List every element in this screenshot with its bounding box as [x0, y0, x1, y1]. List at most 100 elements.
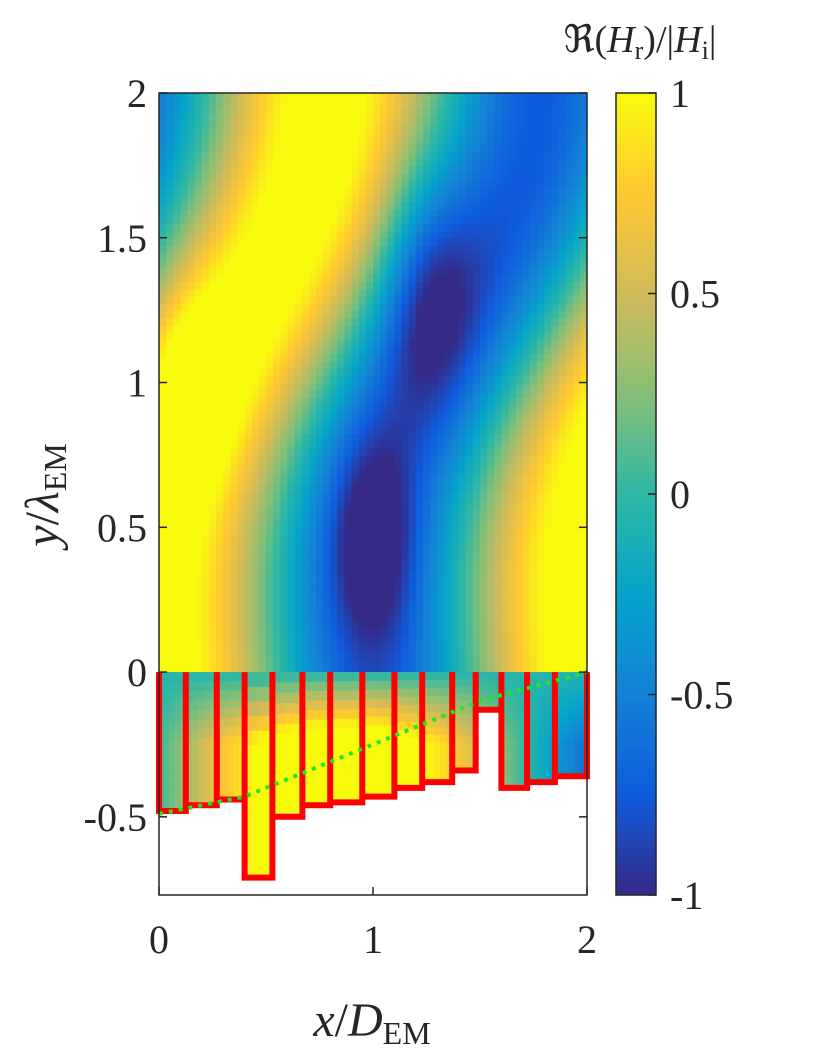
heatmap-cell: [194, 491, 203, 500]
heatmap-cell: [465, 324, 474, 333]
heatmap-cell: [280, 657, 289, 666]
heatmap-cell: [173, 295, 182, 304]
heatmap-cell: [515, 614, 524, 623]
heatmap-cell: [159, 621, 167, 630]
heatmap-cell: [273, 577, 282, 586]
heatmap-cell: [258, 310, 267, 319]
heatmap-cell: [394, 201, 403, 210]
heatmap-cell: [301, 295, 310, 304]
heatmap-cell: [244, 187, 253, 196]
heatmap-cell: [173, 549, 182, 558]
heatmap-cell: [301, 491, 310, 500]
heatmap-cell: [401, 158, 410, 167]
heatmap-cell: [430, 100, 438, 109]
heatmap-cell: [194, 107, 203, 116]
heatmap-cell: [494, 469, 503, 478]
heatmap-cell: [380, 418, 389, 427]
heatmap-cell: [551, 585, 560, 594]
heatmap-cell: [537, 628, 545, 637]
heatmap-cell: [508, 194, 517, 203]
heatmap-cell: [487, 389, 496, 398]
heatmap-cell: [487, 281, 496, 290]
heatmap-cell: [551, 621, 560, 630]
heatmap-cell: [201, 194, 210, 203]
heatmap-cell: [237, 418, 246, 427]
heatmap-cell: [394, 194, 403, 203]
heatmap-cell: [415, 273, 424, 282]
heatmap-cell: [273, 100, 282, 109]
heatmap-cell: [216, 570, 224, 579]
heatmap-cell: [323, 114, 331, 123]
heatmap-cell: [166, 331, 175, 340]
heatmap-cell: [323, 230, 331, 239]
heatmap-cell: [579, 440, 587, 449]
heatmap-cell: [223, 368, 232, 377]
heatmap-cell: [294, 397, 303, 406]
heatmap-cell: [551, 208, 560, 217]
heatmap-cell: [294, 440, 303, 449]
heatmap-cell: [387, 418, 396, 427]
heatmap-cell: [465, 273, 474, 282]
heatmap-cell: [415, 505, 424, 514]
heatmap-cell: [187, 585, 196, 594]
heatmap-cell: [487, 187, 496, 196]
heatmap-cell: [273, 418, 282, 427]
heatmap-cell: [337, 606, 346, 615]
heatmap-cell: [465, 483, 474, 492]
heatmap-cell: [380, 237, 389, 246]
heatmap-cell: [451, 425, 460, 434]
heatmap-cell: [501, 527, 510, 536]
heatmap-cell: [408, 462, 417, 471]
heatmap-cell: [565, 491, 574, 500]
heatmap-cell: [558, 273, 567, 282]
heatmap-cell: [558, 433, 567, 442]
heatmap-cell: [422, 230, 431, 239]
heatmap-cell: [273, 440, 282, 449]
heatmap-cell: [387, 339, 396, 348]
heatmap-cell: [394, 187, 403, 196]
heatmap-cell: [344, 418, 353, 427]
heatmap-cell: [266, 237, 274, 246]
heatmap-cell: [337, 454, 346, 463]
heatmap-cell: [351, 339, 360, 348]
heatmap-cell: [337, 295, 346, 304]
heatmap-cell: [487, 585, 496, 594]
heatmap-cell: [465, 570, 474, 579]
heatmap-cell: [465, 129, 474, 138]
plot-area: [156, 92, 590, 896]
heatmap-cell: [537, 541, 545, 550]
heatmap-cell: [344, 527, 353, 536]
heatmap-cell: [230, 339, 239, 348]
heatmap-cell: [294, 375, 303, 384]
heatmap-cell: [230, 237, 239, 246]
heatmap-cell: [198, 700, 206, 711]
heatmap-cell: [216, 158, 224, 167]
heatmap-cell: [201, 635, 210, 644]
heatmap-cell: [273, 664, 282, 673]
heatmap-cell: [251, 302, 260, 311]
heatmap-cell: [159, 324, 167, 333]
heatmap-cell: [244, 411, 253, 420]
heatmap-cell: [465, 252, 474, 261]
heatmap-cell: [294, 454, 303, 463]
heatmap-cell: [529, 628, 538, 637]
heatmap-cell: [330, 577, 339, 586]
heatmap-cell: [294, 310, 303, 319]
heatmap-cell: [522, 114, 531, 123]
heatmap-cell: [358, 346, 367, 355]
heatmap-cell: [330, 650, 339, 659]
heatmap-cell: [458, 418, 467, 427]
heatmap-cell: [380, 107, 389, 116]
heatmap-cell: [465, 520, 474, 529]
heatmap-cell: [394, 179, 403, 188]
heatmap-cell: [458, 245, 467, 254]
heatmap-cell: [159, 223, 167, 232]
heatmap-cell: [351, 179, 360, 188]
heatmap-cell: [301, 281, 310, 290]
heatmap-cell: [308, 418, 317, 427]
heatmap-cell: [294, 339, 303, 348]
heatmap-cell: [415, 339, 424, 348]
heatmap-cell: [273, 136, 282, 145]
heatmap-cell: [422, 512, 431, 521]
heatmap-cell: [551, 288, 560, 297]
